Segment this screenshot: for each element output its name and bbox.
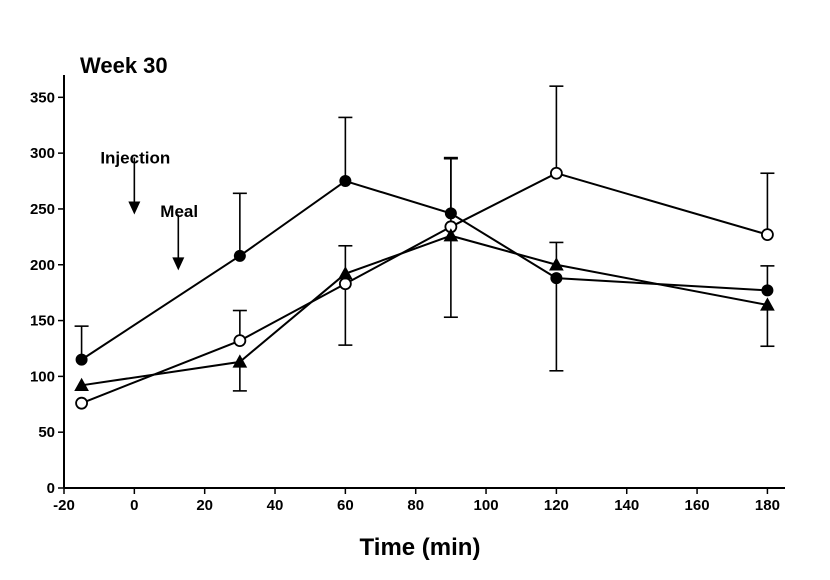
arrow-down-icon [172, 257, 185, 271]
x-tick-label: 140 [614, 497, 639, 514]
x-tick-label: 0 [130, 497, 138, 514]
series-line-1 [81, 179, 768, 361]
data-point-filled-circle [339, 175, 352, 188]
data-point-filled-circle [761, 284, 774, 297]
x-tick-label: 20 [196, 497, 213, 514]
data-point-triangle [338, 266, 353, 280]
x-tick-label: 80 [407, 497, 424, 514]
x-tick-label: 60 [337, 497, 354, 514]
data-point-open-circle [549, 166, 563, 180]
x-tick-label: 180 [755, 497, 780, 514]
x-tick-label: 100 [474, 497, 499, 514]
x-tick-label: 40 [267, 497, 284, 514]
x-tick-label: 160 [685, 497, 710, 514]
arrow-down-icon [128, 201, 141, 215]
data-point-triangle [74, 377, 89, 392]
data-point-filled-circle [75, 353, 88, 366]
y-tick-label: 100 [30, 368, 55, 385]
data-point-open-circle [338, 277, 352, 291]
x-tick-label: 120 [544, 497, 569, 514]
data-point-open-circle [761, 228, 774, 242]
y-tick-label: 50 [38, 424, 55, 441]
data-point-open-circle [233, 334, 247, 348]
axes: -20 0 20 40 60 80 100 120 140 160 1800501001502002… [30, 75, 785, 514]
y-tick-label: 200 [30, 257, 55, 274]
annotation-label: Injection [100, 149, 170, 168]
annotation-label: Meal [160, 202, 198, 221]
data-point-triangle [549, 257, 564, 271]
data-point-open-circle [75, 396, 88, 410]
y-tick-label: 150 [30, 313, 55, 330]
y-tick-label: 0 [47, 480, 55, 497]
y-tick-label: 300 [30, 145, 55, 162]
data-point-filled-circle [444, 207, 457, 220]
x-tick-label: -20 [53, 497, 75, 514]
data-point-triangle [443, 228, 459, 242]
annotations: Injection Meal [100, 149, 198, 271]
y-tick-label: 350 [30, 89, 55, 106]
data-point-filled-circle [550, 272, 563, 285]
data-point-triangle [232, 354, 248, 368]
chart-title: Week 30 [80, 53, 168, 78]
data-markers [74, 166, 775, 410]
data-point-triangle [760, 297, 775, 311]
y-tick-label: 250 [30, 201, 55, 218]
series-lines [81, 172, 768, 405]
data-point-filled-circle [233, 249, 246, 262]
x-axis-label: Time (min) [360, 534, 481, 561]
error-bars [74, 85, 775, 392]
series-line-3 [81, 234, 768, 387]
